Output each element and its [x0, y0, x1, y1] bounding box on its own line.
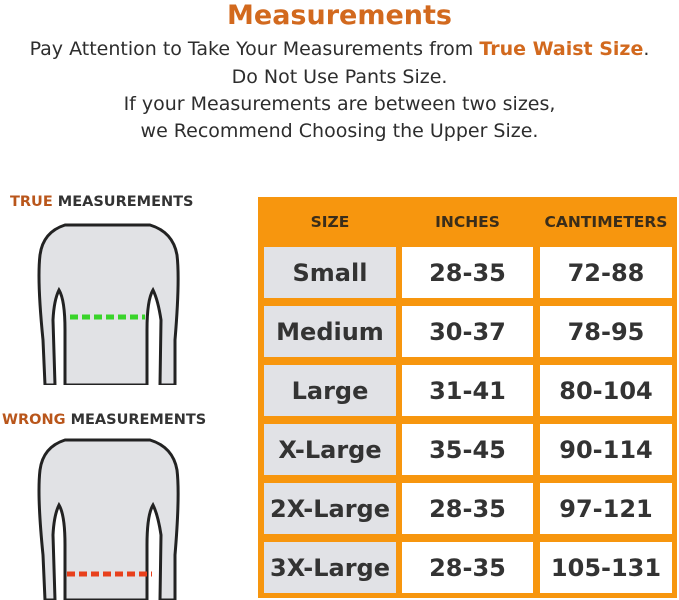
instruction-line-2: Do Not Use Pants Size. [231, 66, 448, 88]
table-cell-size: Large [264, 365, 396, 416]
line1-suffix: . [643, 38, 650, 60]
table-cell-inches: 28-35 [402, 247, 533, 298]
table-cell-cm: 78-95 [540, 306, 672, 357]
true-measurement-torso-icon [37, 223, 180, 385]
table-cell-cm: 97-121 [540, 483, 672, 534]
wrong-rest: MEASUREMENTS [65, 412, 207, 428]
wrong-measurements-label: WRONG MEASUREMENTS [2, 412, 206, 428]
true-waist-size-highlight: True Waist Size [479, 38, 644, 60]
table-cell-inches: 31-41 [402, 365, 533, 416]
table-cell-cm: 72-88 [540, 247, 672, 298]
table-cell-cm: 90-114 [540, 424, 672, 475]
line1-prefix: Pay Attention to Take Your Measurements … [29, 38, 480, 60]
wrong-measurement-torso-icon [37, 438, 180, 600]
true-measurements-label: TRUE MEASUREMENTS [10, 194, 193, 210]
table-cell-inches: 28-35 [402, 483, 533, 534]
wrong-accent: WRONG [2, 412, 66, 428]
table-cell-size: 3X-Large [264, 542, 396, 593]
true-accent: TRUE [10, 194, 53, 210]
table-cell-inches: 35-45 [402, 424, 533, 475]
table-cell-inches: 28-35 [402, 542, 533, 593]
instruction-line-1: Pay Attention to Take Your Measurements … [0, 38, 679, 60]
header-inches: INCHES [435, 213, 500, 231]
table-cell-cm: 105-131 [540, 542, 672, 593]
table-cell-size: X-Large [264, 424, 396, 475]
table-cell-inches: 30-37 [402, 306, 533, 357]
table-cell-cm: 80-104 [540, 365, 672, 416]
table-cell-size: Medium [264, 306, 396, 357]
instruction-line-3: If your Measurements are between two siz… [123, 93, 556, 115]
table-cell-size: 2X-Large [264, 483, 396, 534]
true-rest: MEASUREMENTS [52, 194, 194, 210]
size-table: SIZE INCHES CANTIMETERS Small 28-35 72-88 M… [258, 197, 677, 598]
table-cell-size: Small [264, 247, 396, 298]
header-cm: CANTIMETERS [544, 213, 668, 231]
header-size: SIZE [310, 213, 350, 231]
instruction-line-4: we Recommend Choosing the Upper Size. [140, 120, 539, 142]
page-title: Measurements [227, 0, 452, 31]
